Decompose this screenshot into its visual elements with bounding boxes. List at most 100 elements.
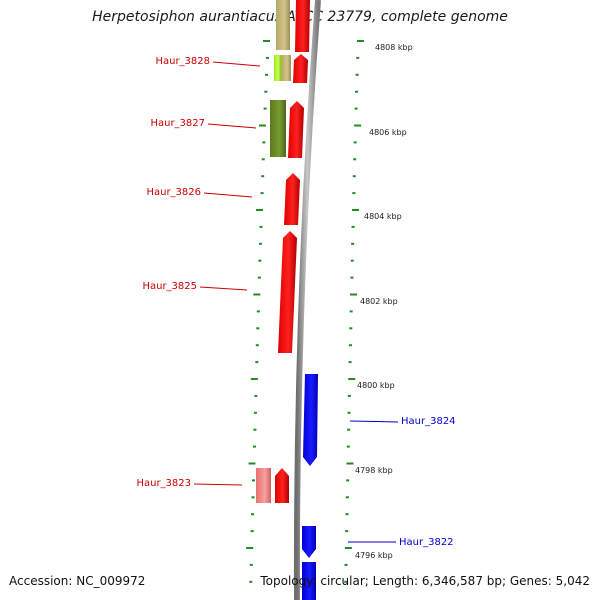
left-tick: [252, 445, 256, 448]
right-tick: [346, 479, 350, 482]
right-tick: [348, 378, 356, 380]
left-tick: [264, 90, 268, 93]
right-tick: [345, 530, 349, 533]
right-tick: [348, 361, 352, 364]
left-tick: [251, 513, 255, 516]
gene-lime-small[interactable]: [274, 55, 281, 81]
left-tick: [265, 73, 269, 76]
gene-haur-3824[interactable]: [303, 374, 318, 466]
right-tick: [347, 394, 351, 397]
label-haur-3825[interactable]: Haur_3825: [142, 281, 197, 292]
right-tick: [349, 327, 353, 330]
left-tick: [255, 344, 259, 347]
left-tick: [253, 293, 261, 296]
left-tick: [263, 107, 267, 110]
leader-haur-3827: [207, 123, 257, 129]
scale-label-4796: 4796 kbp: [355, 551, 393, 560]
left-tick: [261, 158, 265, 161]
right-tick: [350, 293, 358, 296]
left-tick: [254, 394, 258, 397]
left-tick: [255, 361, 259, 364]
right-tick: [345, 496, 349, 499]
right-tick: [345, 513, 349, 516]
left-tick: [257, 276, 261, 279]
right-tick: [347, 411, 351, 414]
genome-backbone: [293, 0, 321, 600]
right-tick: [349, 310, 353, 313]
left-tick: [250, 530, 254, 533]
gene-haur-3823[interactable]: [275, 468, 289, 503]
right-tick: [356, 56, 360, 59]
left-tick-marks: [246, 40, 270, 583]
gene-haur-3825[interactable]: [278, 231, 297, 353]
label-haur-3828[interactable]: Haur_3828: [155, 56, 210, 67]
right-tick: [346, 445, 350, 448]
scale-label-4798: 4798 kbp: [355, 466, 393, 475]
gene-olive[interactable]: [270, 100, 286, 157]
right-tick: [351, 209, 359, 211]
label-haur-3823[interactable]: Haur_3823: [136, 478, 191, 489]
left-tick: [253, 428, 257, 431]
left-tick: [265, 56, 269, 59]
left-tick: [258, 242, 262, 245]
right-tick: [351, 225, 355, 228]
gene-bottom-blue[interactable]: [302, 562, 316, 600]
label-haur-3822[interactable]: Haur_3822: [399, 537, 454, 548]
left-tick: [261, 175, 265, 178]
right-tick: [351, 242, 355, 245]
leader-haur-3825: [199, 286, 248, 291]
leader-haur-3824: [349, 420, 399, 423]
right-tick: [355, 90, 359, 93]
left-tick: [252, 479, 256, 482]
label-haur-3826[interactable]: Haur_3826: [146, 187, 201, 198]
right-tick: [352, 192, 356, 195]
left-tick: [258, 259, 262, 262]
left-tick: [249, 580, 253, 583]
gene-haur-3828[interactable]: [293, 54, 308, 83]
right-tick-marks: [344, 40, 364, 583]
right-tick: [346, 462, 354, 465]
scale-label-4806: 4806 kbp: [369, 128, 407, 137]
right-tick: [344, 580, 348, 583]
right-tick: [347, 428, 351, 431]
leader-haur-3826: [203, 192, 253, 198]
left-tick: [256, 310, 260, 313]
left-tick: [249, 563, 253, 566]
right-tick: [344, 563, 348, 566]
gene-pink[interactable]: [256, 468, 271, 503]
leader-haur-3823: [193, 483, 243, 486]
scale-label-4802: 4802 kbp: [360, 297, 398, 306]
right-tick: [353, 158, 357, 161]
left-tick: [250, 378, 258, 380]
left-tick: [248, 462, 256, 465]
scale-label-4804: 4804 kbp: [364, 212, 402, 221]
gene-haur-3827[interactable]: [288, 101, 304, 158]
gene-tan-small[interactable]: [281, 55, 291, 81]
scale-label-4808: 4808 kbp: [375, 43, 413, 52]
left-tick: [246, 547, 254, 549]
gene-haur-3826[interactable]: [284, 173, 300, 225]
accession-text: Accession: NC_009972: [9, 574, 146, 588]
left-tick: [251, 496, 255, 499]
left-tick: [258, 124, 266, 127]
label-haur-3827[interactable]: Haur_3827: [150, 118, 205, 129]
right-tick: [344, 547, 352, 549]
gene-top-red[interactable]: [295, 0, 310, 52]
label-haur-3824[interactable]: Haur_3824: [401, 416, 456, 427]
right-tick: [350, 276, 354, 279]
right-tick: [348, 344, 352, 347]
right-tick: [353, 141, 357, 144]
left-tick: [256, 209, 264, 211]
right-tick: [354, 107, 358, 110]
right-tick: [354, 124, 362, 127]
right-tick: [350, 259, 354, 262]
left-tick: [259, 225, 263, 228]
left-tick: [256, 327, 260, 330]
gene-top-tan[interactable]: [276, 0, 290, 50]
right-tick: [352, 175, 356, 178]
left-tick: [253, 411, 257, 414]
left-tick: [262, 141, 266, 144]
genome-stats: Topology: circular; Length: 6,346,587 bp…: [260, 574, 590, 588]
gene-haur-3822[interactable]: [302, 526, 316, 558]
